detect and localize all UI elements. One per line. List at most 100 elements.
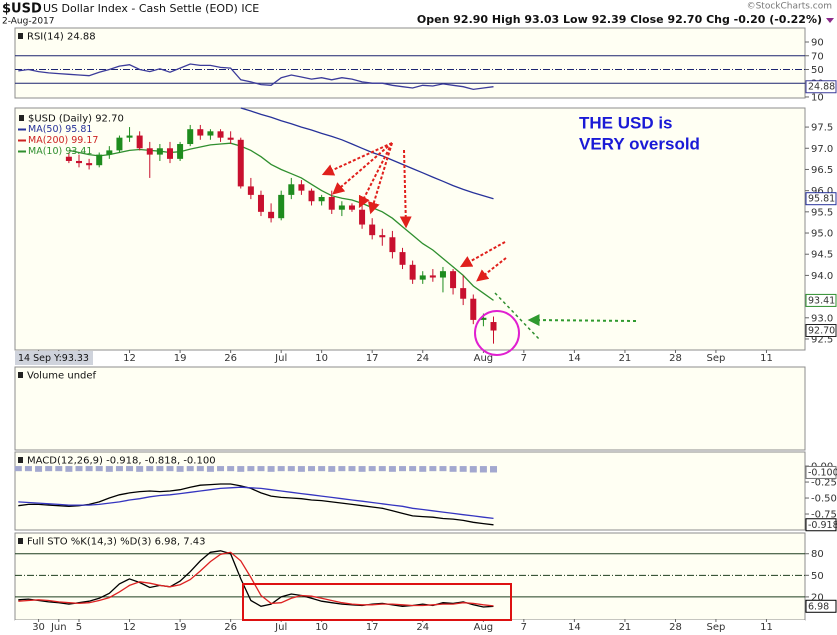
- candle-body: [136, 135, 143, 149]
- y-tick-label: 96.0: [811, 186, 833, 197]
- histogram-bar: [166, 466, 174, 472]
- x-tick-label: Sep: [707, 622, 726, 633]
- value-tag: -0.100: [808, 467, 837, 478]
- histogram-bar: [378, 466, 386, 472]
- candle-body: [197, 129, 204, 136]
- symbol: $USD: [2, 2, 42, 17]
- histogram-bar: [156, 466, 164, 472]
- histogram-bar: [328, 466, 336, 472]
- value-tag-box: [805, 293, 837, 307]
- y-tick-label: -0.25: [811, 478, 837, 489]
- x-tick-label: Jul: [274, 622, 287, 633]
- series-line: [18, 551, 494, 607]
- axis-row: [15, 351, 805, 365]
- histogram-bar: [206, 466, 214, 472]
- candle-body: [480, 317, 487, 320]
- legend-entry: MA(200) 99.17: [28, 135, 98, 146]
- series-line: [240, 107, 494, 200]
- candle-body: [177, 144, 184, 159]
- histogram-bar: [237, 466, 245, 472]
- histogram-bar: [449, 466, 457, 472]
- candle-body: [207, 131, 214, 136]
- histogram-bar: [217, 466, 225, 472]
- annotations-layer: THE USD is VERY oversold: [242, 113, 700, 621]
- panel-title: MACD(12,26,9) -0.918, -0.818, -0.100: [27, 456, 216, 467]
- x-tick-label: 28: [669, 622, 682, 633]
- y-tick-label: 90: [811, 38, 824, 49]
- x-tick-label: 17: [366, 353, 379, 364]
- x-tick-label: Aug: [474, 353, 494, 364]
- histogram-bar: [186, 466, 194, 472]
- y-tick-label: 94.5: [811, 250, 833, 261]
- candle-body: [86, 163, 93, 166]
- x-tick-label: 7: [521, 353, 527, 364]
- panel-title: $USD (Daily) 92.70: [28, 114, 124, 125]
- x-tick-label: 19: [174, 622, 187, 633]
- cursor-readout: 14 Sep Y:93.33: [18, 353, 89, 364]
- y-tick-label: 96.5: [811, 165, 833, 176]
- legend-swatch: [19, 115, 24, 121]
- legend-entry: MA(50) 95.81: [28, 124, 92, 135]
- histogram-bar: [388, 466, 396, 472]
- histogram-bar: [35, 466, 43, 472]
- y-tick-label: 80: [811, 549, 824, 560]
- arrow: [358, 142, 393, 209]
- candle-body: [298, 184, 305, 191]
- panel-title: Volume undef: [27, 371, 97, 382]
- legend-entry: MA(10) 93.41: [28, 146, 92, 157]
- highlight-box: [242, 583, 512, 621]
- arrow: [321, 142, 393, 176]
- value-tag: 24.88: [808, 82, 835, 93]
- candle-body: [359, 209, 366, 225]
- x-tick-label: Sep: [707, 353, 726, 364]
- instrument-name: US Dollar Index - Cash Settle (EOD) ICE: [43, 2, 259, 15]
- quote: Open 92.90 High 93.03 Low 92.39 Close 92…: [417, 13, 822, 26]
- panel-title: RSI(14) 24.88: [27, 32, 96, 43]
- candle-body: [490, 322, 497, 331]
- histogram-bar: [75, 466, 83, 472]
- arrow: [368, 142, 393, 215]
- histogram-bar: [24, 466, 32, 472]
- histogram-bar: [55, 466, 63, 472]
- y-tick-label: 50: [811, 65, 824, 76]
- histogram-bar: [429, 466, 437, 472]
- candle-body: [328, 197, 335, 210]
- histogram-bar: [95, 466, 103, 472]
- histogram-bar: [45, 466, 53, 472]
- series-line: [18, 483, 494, 526]
- histogram-bar: [85, 466, 93, 472]
- arrow: [459, 241, 506, 268]
- histogram-bar: [469, 466, 477, 473]
- y-tick-label: 92.5: [811, 334, 833, 345]
- highlight-circle: [474, 310, 520, 356]
- x-tick-label: 10: [315, 353, 328, 364]
- y-tick-label: 94.0: [811, 271, 833, 282]
- x-tick-label: 14: [568, 353, 581, 364]
- arrow: [332, 142, 393, 195]
- y-tick-label: -0.75: [811, 510, 837, 521]
- candle-body: [247, 186, 254, 195]
- chart-date: 2-Aug-2017: [2, 17, 55, 27]
- candle-body: [156, 148, 163, 155]
- y-tick-label: 50: [811, 571, 824, 582]
- histogram-bar: [287, 466, 295, 472]
- value-tag: 6.98: [808, 601, 829, 612]
- x-tick-label: 11: [760, 622, 773, 633]
- histogram-bar: [146, 466, 154, 472]
- histogram-bar: [227, 466, 235, 472]
- candle-body: [146, 148, 153, 155]
- y-tick-label: 93.0: [811, 313, 833, 324]
- x-tick-label: Jul: [274, 353, 287, 364]
- histogram-bar: [297, 466, 305, 472]
- candle-body: [257, 194, 264, 212]
- candle-body: [96, 154, 103, 166]
- x-tick-label: 5: [76, 622, 82, 633]
- histogram-bar: [348, 466, 356, 472]
- x-tick-label: 30: [32, 622, 45, 633]
- histogram-bar: [176, 466, 184, 472]
- annotation: VERY oversold: [579, 134, 700, 153]
- y-tick-label: 97.0: [811, 144, 833, 155]
- histogram-bar: [490, 466, 498, 473]
- candle-body: [460, 288, 467, 299]
